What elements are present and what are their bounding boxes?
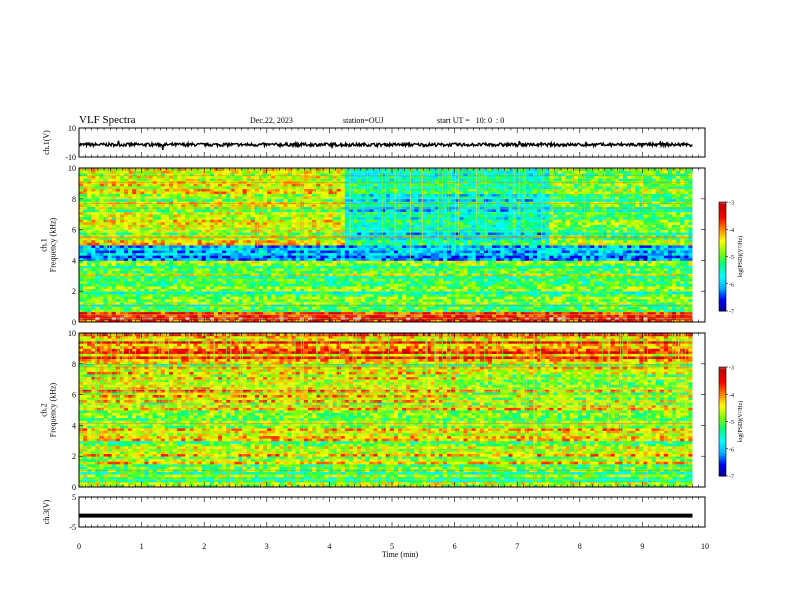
x-tick-8: 8 [578,542,582,551]
ch2-spectrogram-cells [79,333,693,487]
colorbar-gradient [719,202,726,312]
ch2-spectrogram-ytick-1: 2 [72,452,76,461]
colorbar-tick-3: -6 [729,447,734,453]
start-time-label: start UT = 10: 0 : 0 [437,116,504,125]
colorbar-tick-4: -7 [729,475,734,481]
ch3-waveform-ylabel: ch.3(V) [42,499,51,524]
ch1-spectrogram-ylabel: ch.1Frequency (kHz) [40,217,58,272]
colorbar-label: log(PSD)(V²/Hz) [737,401,744,442]
ch2-spectrogram-ytick-3: 6 [72,391,76,400]
ch1-spectrogram-ytick-3: 6 [72,226,76,235]
x-tick-9: 9 [640,542,644,551]
colorbar-tick-1: -4 [729,393,734,399]
ch2-spectrogram-panel: 0 2 4 6 8 10 ch.2Frequency (kHz) [40,329,706,492]
ch2-spectrogram-ytick-2: 4 [72,421,76,430]
ch1-spectrogram-ytick-2: 4 [72,256,76,265]
x-tick-3: 3 [265,542,269,551]
ch1-spectrogram-panel: 0 2 4 6 8 10 ch.1Frequency (kHz) [40,164,706,327]
ch1-waveform-ylabel: ch.1(V) [42,130,51,155]
x-tick-10: 10 [701,542,709,551]
x-axis-label: Time (min) [382,550,419,559]
station-label: station=OUJ [343,116,384,125]
ch3-waveform-frame-ticks [79,497,705,527]
ch1-waveform-ytick-1: -10 [65,153,76,162]
ch3-waveform-ytick-1: -5 [69,523,76,532]
x-tick-1: 1 [140,542,144,551]
ch2-spectrogram-ytick-5: 10 [68,329,76,338]
colorbar-ch1: -3 -4 -5 -6 -7 log(PSD)(V²/Hz) [719,201,744,316]
ch3-waveform-ytick-0: 5 [72,493,76,502]
ch1-waveform-panel: 10 -10 ch.1(V) [42,124,705,162]
colorbar-tick-1: -4 [729,228,734,234]
colorbar-gradient [719,367,726,477]
colorbar-tick-0: -3 [729,366,734,372]
colorbar-tick-2: -5 [729,255,734,261]
ch1-waveform-trace [79,141,693,150]
ch2-spectrogram-ytick-4: 8 [72,360,76,369]
colorbar-tick-2: -5 [729,420,734,426]
ch1-spectrogram-ytick-4: 8 [72,195,76,204]
ch1-spectrogram-ytick-1: 2 [72,287,76,296]
colorbar-tick-4: -7 [729,310,734,316]
x-tick-7: 7 [515,542,519,551]
ch2-spectrogram-ytick-0: 0 [72,483,76,492]
colorbar-ch2: -3 -4 -5 -6 -7 log(PSD)(V²/Hz) [719,366,744,481]
figure-title: VLF Spectra [79,114,136,126]
ch1-spectrogram-ytick-5: 10 [68,164,76,173]
ch1-spectrogram-ytick-0: 0 [72,318,76,327]
colorbar-tick-0: -3 [729,201,734,207]
x-tick-0: 0 [77,542,81,551]
date-label: Dec.22, 2023 [250,116,293,125]
x-tick-6: 6 [453,542,457,551]
colorbar-tick-3: -6 [729,282,734,288]
colorbar-label: log(PSD)(V²/Hz) [737,236,744,277]
x-tick-2: 2 [202,542,206,551]
x-tick-4: 4 [327,542,331,551]
ch1-waveform-ytick-0: 10 [68,124,76,133]
ch3-waveform-panel: 5 -5 ch.3(V) [42,493,705,532]
ch2-spectrogram-ylabel: ch.2Frequency (kHz) [40,382,58,437]
